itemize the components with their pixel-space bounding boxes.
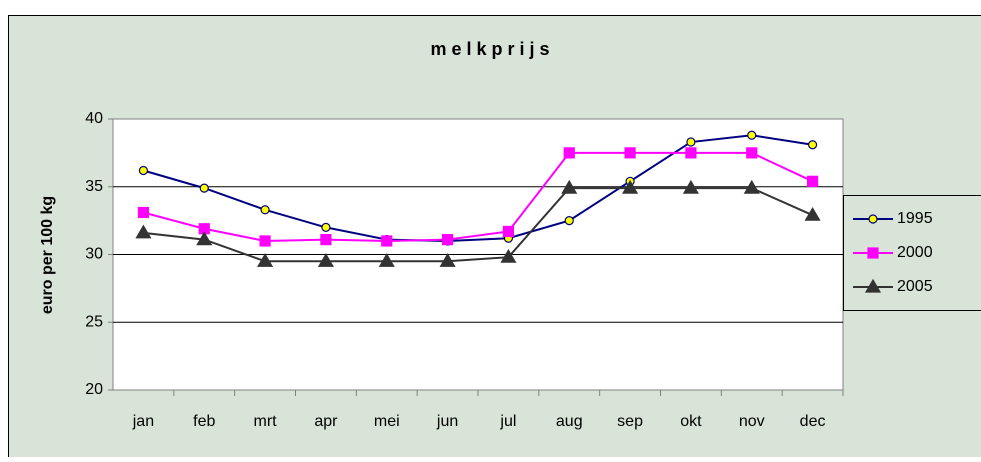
marker [625,148,635,158]
x-tick-label: jul [499,413,516,430]
x-tick-label: apr [314,413,338,430]
marker [808,176,818,186]
y-tick-label: 20 [85,381,103,398]
marker [687,138,695,146]
marker [321,235,331,245]
marker [686,148,696,158]
y-axis-label: euro per 100 kg [39,196,56,314]
legend-marker [868,248,878,258]
marker [443,235,453,245]
chart-title: m e l k p r i j s [430,39,549,59]
marker [503,226,513,236]
x-tick-label: sep [617,413,643,430]
x-tick-label: aug [556,413,583,430]
y-tick-label: 30 [85,246,103,263]
legend-marker [869,215,877,223]
x-tick-label: okt [680,413,702,430]
legend-label: 2000 [897,244,933,261]
marker [748,131,756,139]
y-tick-label: 25 [85,313,103,330]
x-tick-label: mrt [254,413,278,430]
y-tick-label: 35 [85,178,103,195]
marker [200,184,208,192]
marker [565,217,573,225]
marker [138,207,148,217]
legend-label: 2005 [897,278,933,295]
legend-label: 1995 [897,210,933,227]
x-tick-label: jun [436,413,458,430]
marker [564,148,574,158]
marker [322,223,330,231]
x-tick-label: dec [800,413,826,430]
marker [747,148,757,158]
x-tick-label: feb [193,413,215,430]
x-tick-label: mei [374,413,400,430]
y-tick-label: 40 [85,110,103,127]
marker [382,236,392,246]
marker [809,141,817,149]
x-tick-label: nov [739,413,765,430]
marker [260,236,270,246]
marker [139,166,147,174]
marker [261,206,269,214]
x-tick-label: jan [132,413,154,430]
